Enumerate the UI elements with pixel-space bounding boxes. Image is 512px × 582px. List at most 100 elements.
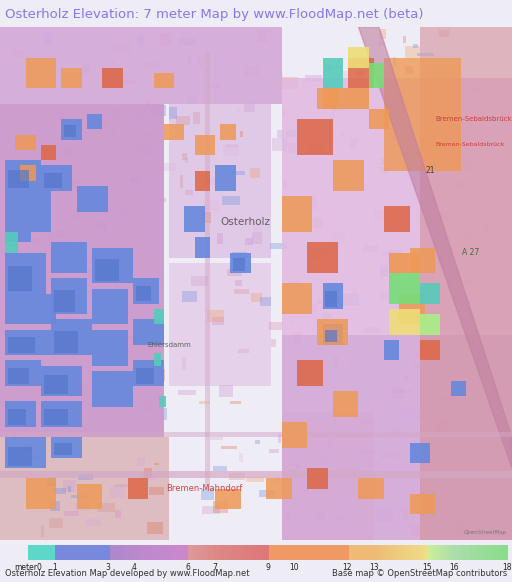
Bar — [454, 545, 457, 560]
Bar — [178, 545, 181, 560]
Bar — [297, 119, 333, 155]
Bar — [133, 113, 147, 119]
Bar — [383, 251, 396, 256]
Bar — [82, 545, 85, 560]
Text: A 27: A 27 — [462, 248, 480, 257]
Bar — [285, 545, 288, 560]
Bar — [217, 545, 219, 560]
Bar — [32, 238, 41, 245]
Bar — [172, 545, 175, 560]
Bar — [300, 545, 302, 560]
Bar — [424, 545, 426, 560]
Bar — [18, 379, 23, 389]
Bar — [124, 473, 136, 480]
Bar — [54, 443, 72, 455]
Bar — [176, 116, 190, 125]
Bar — [317, 320, 348, 345]
Bar — [199, 545, 202, 560]
Bar — [31, 545, 34, 560]
Bar — [277, 545, 280, 560]
Bar — [44, 545, 47, 560]
Bar — [189, 545, 192, 560]
Bar — [435, 418, 451, 431]
Bar — [370, 545, 372, 560]
Bar — [151, 105, 165, 116]
Bar — [177, 545, 179, 560]
Bar — [214, 501, 228, 513]
Bar — [386, 545, 388, 560]
Bar — [303, 545, 305, 560]
Bar — [330, 112, 335, 119]
Bar — [257, 545, 259, 560]
Bar — [42, 545, 45, 560]
Bar — [282, 412, 374, 540]
Bar — [195, 134, 215, 155]
Bar — [217, 233, 223, 244]
Bar — [417, 53, 434, 55]
Bar — [475, 545, 478, 560]
Bar — [464, 545, 466, 560]
Bar — [251, 545, 254, 560]
Bar — [5, 438, 46, 469]
Bar — [359, 450, 376, 453]
Bar — [244, 101, 254, 112]
Bar — [466, 471, 472, 477]
Bar — [445, 458, 451, 467]
Bar — [291, 318, 294, 323]
Bar — [150, 545, 152, 560]
Bar — [225, 59, 242, 62]
Bar — [121, 545, 123, 560]
Bar — [505, 545, 508, 560]
Bar — [57, 545, 59, 560]
Bar — [331, 545, 334, 560]
Bar — [101, 545, 104, 560]
Bar — [52, 545, 55, 560]
Bar — [323, 283, 343, 309]
Bar — [443, 545, 445, 560]
Bar — [154, 73, 174, 88]
Bar — [318, 545, 321, 560]
Bar — [48, 226, 52, 239]
Bar — [276, 130, 284, 138]
Bar — [369, 63, 384, 88]
Bar — [137, 545, 139, 560]
Bar — [9, 453, 18, 457]
Bar — [429, 545, 431, 560]
Bar — [97, 545, 99, 560]
Bar — [441, 545, 444, 560]
Bar — [261, 297, 271, 306]
Bar — [442, 385, 448, 388]
Bar — [98, 118, 106, 126]
Bar — [368, 545, 371, 560]
Bar — [96, 347, 109, 359]
Bar — [34, 545, 37, 560]
Bar — [496, 545, 498, 560]
Bar — [103, 545, 106, 560]
Text: 7: 7 — [212, 563, 217, 572]
Bar — [410, 247, 435, 273]
Bar — [140, 402, 151, 413]
Bar — [38, 545, 40, 560]
Bar — [379, 30, 386, 38]
Bar — [70, 215, 81, 219]
Bar — [364, 545, 366, 560]
Bar — [212, 83, 221, 88]
Bar — [102, 68, 123, 88]
Bar — [463, 278, 476, 285]
Bar — [196, 545, 198, 560]
Bar — [434, 212, 448, 221]
Bar — [164, 545, 166, 560]
Bar — [308, 143, 324, 152]
Bar — [219, 385, 233, 398]
Bar — [382, 451, 399, 457]
Bar — [215, 165, 236, 191]
Bar — [284, 198, 294, 210]
Bar — [489, 545, 492, 560]
Bar — [241, 545, 243, 560]
Bar — [74, 211, 81, 219]
Bar — [67, 545, 69, 560]
Bar — [425, 545, 428, 560]
Bar — [64, 378, 77, 382]
Bar — [68, 182, 80, 194]
Bar — [312, 545, 315, 560]
